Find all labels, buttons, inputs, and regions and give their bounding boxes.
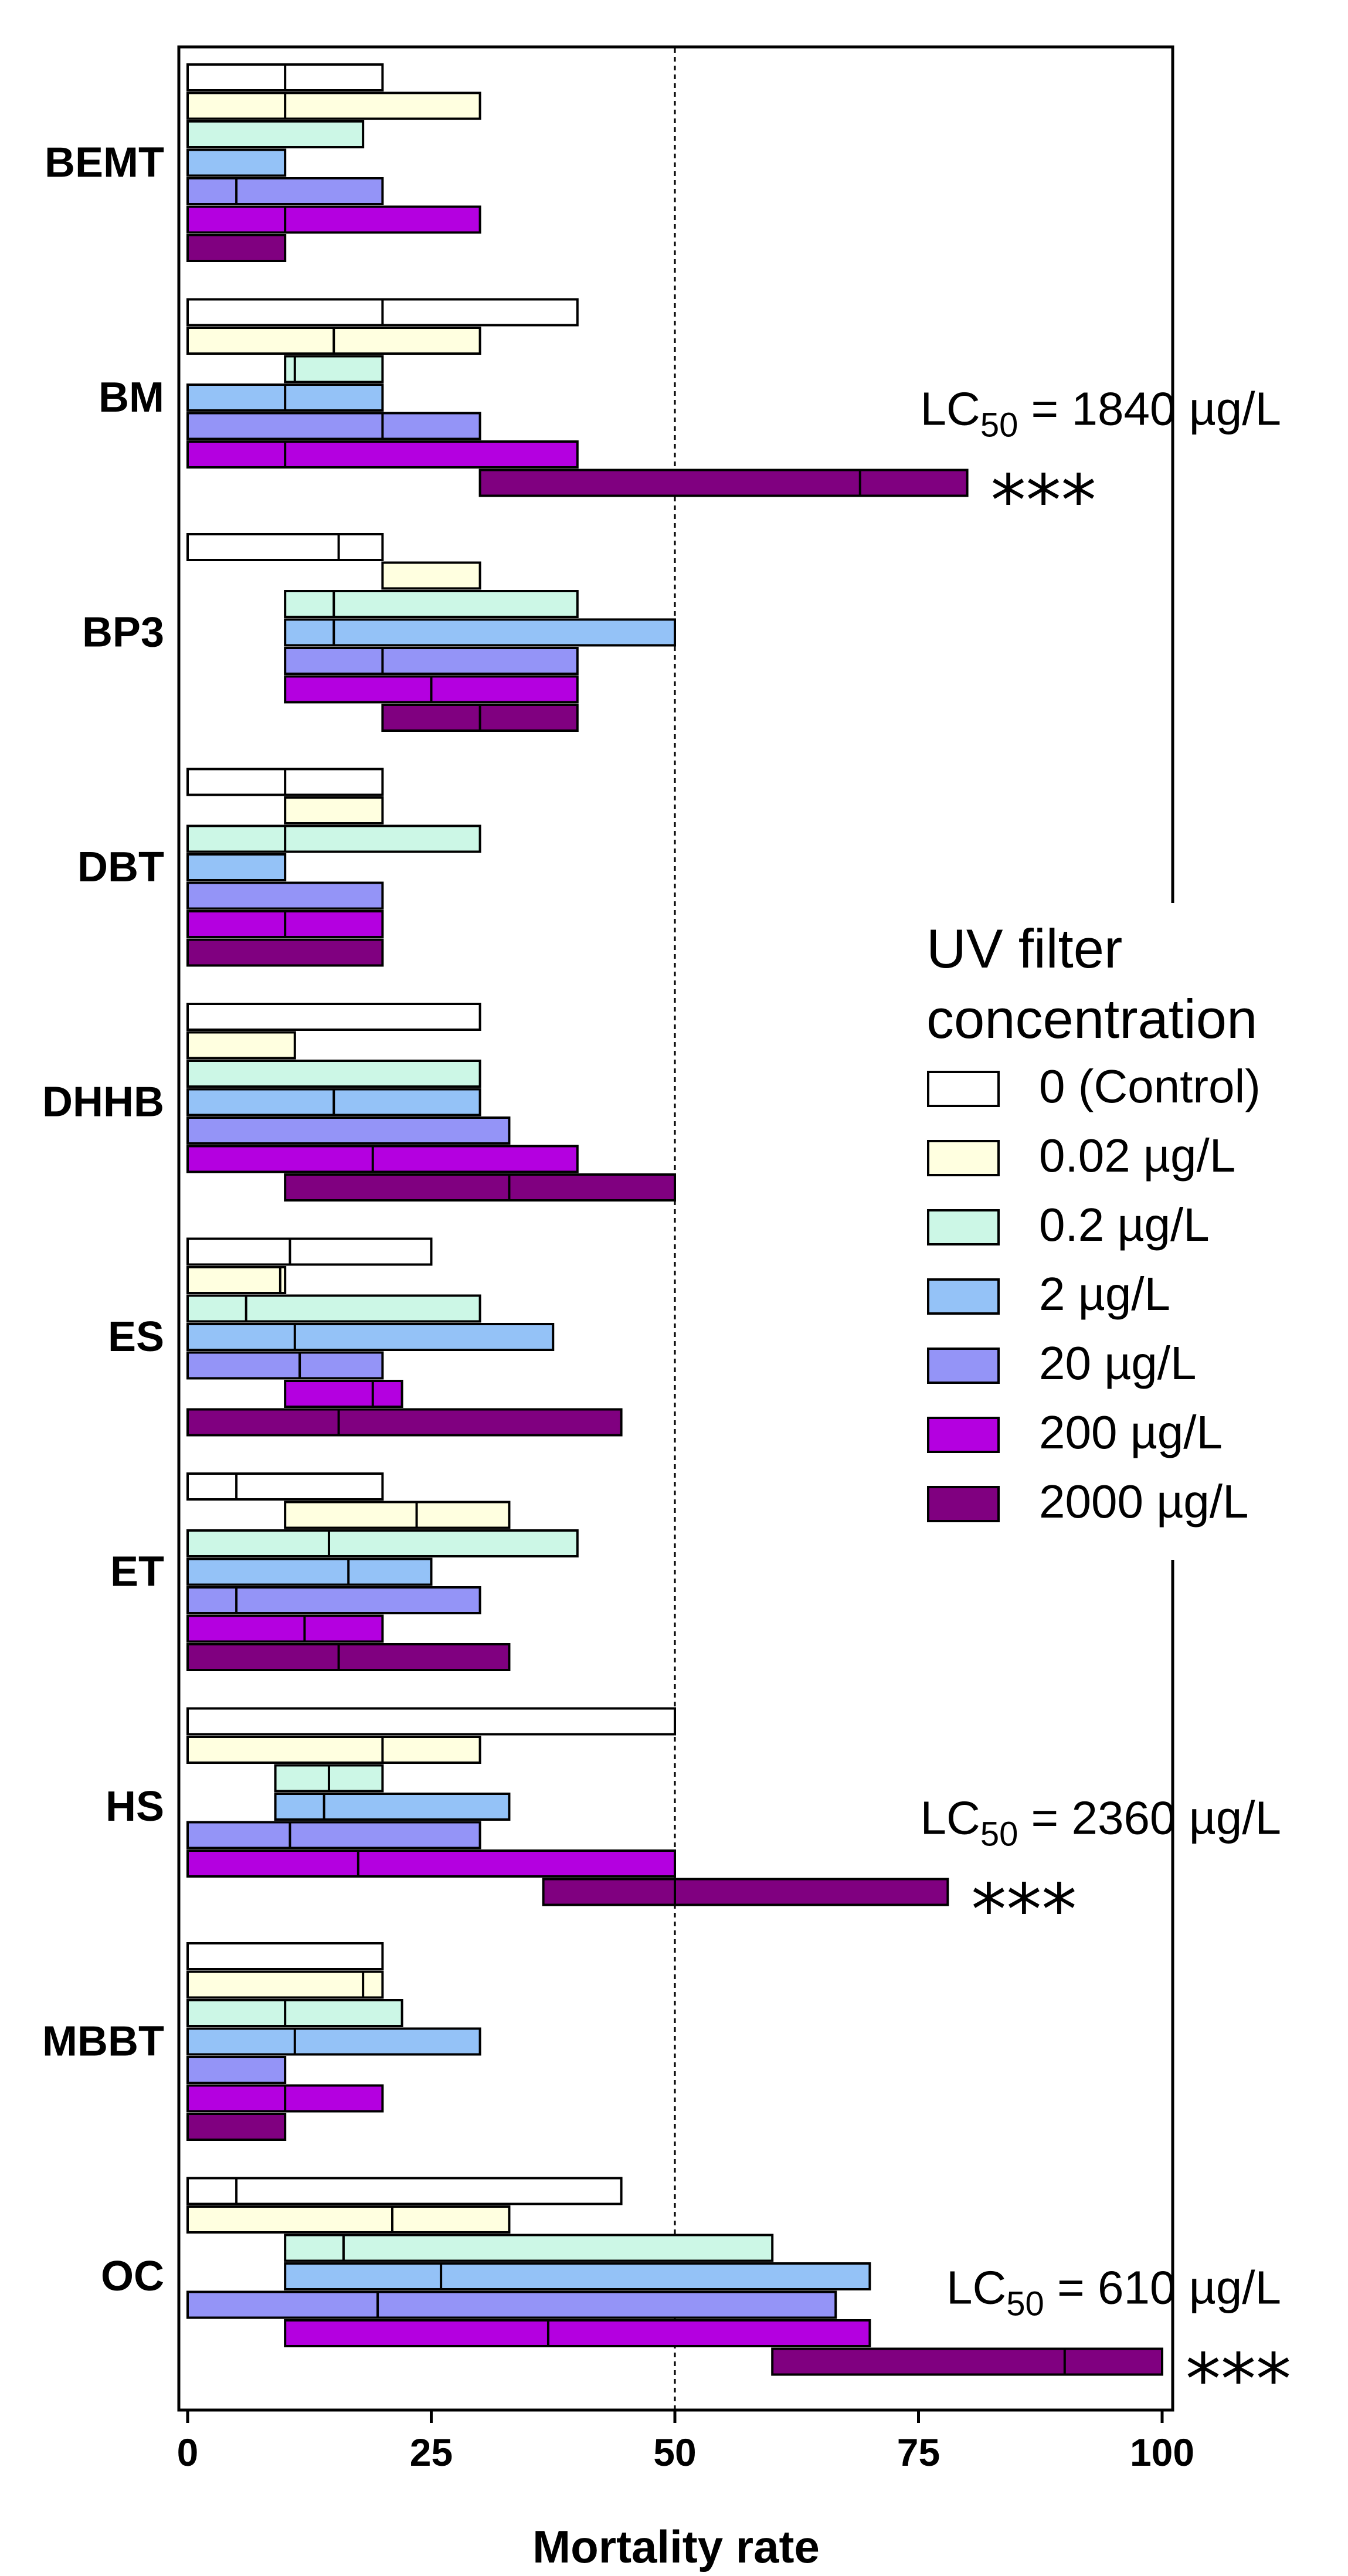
bar-es-0-control	[186, 1237, 433, 1266]
legend-swatch-20-g-l	[927, 1348, 1000, 1384]
bar-dhhb-200-g-l	[186, 1145, 579, 1173]
category-label-bemt: BEMT	[45, 140, 164, 186]
bar-bm-20-g-l	[186, 412, 481, 440]
legend-title-line2: concentration	[926, 988, 1257, 1050]
category-label-hs: HS	[106, 1783, 164, 1830]
bar-es-20-g-l	[186, 1351, 384, 1380]
bar-es-0-2-g-l	[186, 1294, 481, 1323]
category-label-oc: OC	[101, 2253, 164, 2300]
bar-et-0-2-g-l	[186, 1529, 579, 1557]
legend-label-0-02-g-l: 0.02 µg/L	[1039, 1129, 1235, 1182]
category-label-mbbt: MBBT	[42, 2018, 164, 2065]
bar-dbt-0-02-g-l	[284, 796, 384, 824]
x-tick-label-75: 75	[897, 2431, 940, 2474]
lc50-annotation-bm: LC50 = 1840 µg/L	[921, 383, 1281, 444]
legend-label-200-g-l: 200 µg/L	[1039, 1406, 1223, 1458]
bar-dbt-0-2-g-l	[186, 824, 481, 853]
bar-bemt-2000-g-l	[186, 234, 287, 262]
legend-label-0-control: 0 (Control)	[1039, 1060, 1261, 1112]
bar-mbbt-2000-g-l	[186, 2113, 287, 2141]
legend-label-20-g-l: 20 µg/L	[1039, 1337, 1197, 1389]
bar-bemt-0-2-g-l	[186, 120, 365, 148]
category-label-bp3: BP3	[82, 609, 164, 656]
bar-dhhb-0-control	[186, 1003, 481, 1031]
legend-swatch-2000-g-l	[927, 1486, 1000, 1522]
category-label-et: ET	[110, 1549, 164, 1596]
legend-title-line1: UV filter	[926, 918, 1122, 979]
bar-oc-2-g-l	[284, 2262, 871, 2290]
bar-bemt-20-g-l	[186, 177, 384, 205]
x-tick-label-100: 100	[1130, 2431, 1194, 2474]
bar-bp3-0-2-g-l	[284, 590, 579, 618]
bar-bemt-2-g-l	[186, 148, 287, 177]
bar-dbt-20-g-l	[186, 881, 384, 910]
legend: UV filter concentration 0 (Control) 0.02 …	[926, 918, 1261, 1528]
bar-hs-200-g-l	[186, 1849, 676, 1878]
category-label-dbt: DBT	[77, 844, 164, 891]
bar-et-20-g-l	[186, 1586, 481, 1614]
bar-es-2000-g-l	[186, 1408, 623, 1437]
category-label-es: ES	[108, 1314, 164, 1360]
bar-bemt-200-g-l	[186, 205, 481, 234]
significance-stars-bm: ***	[991, 461, 1096, 542]
legend-label-2000-g-l: 2000 µg/L	[1039, 1475, 1249, 1528]
bar-hs-20-g-l	[186, 1821, 481, 1849]
bar-dhhb-0-02-g-l	[186, 1031, 296, 1060]
legend-label-0-2-g-l: 0.2 µg/L	[1039, 1199, 1210, 1251]
x-axis-title: Mortality rate	[532, 2521, 820, 2572]
bar-mbbt-0-02-g-l	[186, 1970, 384, 1999]
bar-dbt-2000-g-l	[186, 938, 384, 967]
bar-oc-200-g-l	[284, 2319, 871, 2347]
bar-hs-2000-g-l	[542, 1878, 949, 1906]
bar-es-0-02-g-l	[186, 1266, 287, 1294]
lc50-annotation-oc: LC50 = 610 µg/L	[946, 2262, 1281, 2323]
bar-mbbt-0-2-g-l	[186, 1999, 403, 2027]
bar-bp3-2-g-l	[284, 618, 676, 647]
bar-es-2-g-l	[186, 1323, 555, 1351]
bar-bp3-0-02-g-l	[381, 561, 481, 590]
significance-stars-oc: ***	[1186, 2340, 1291, 2421]
bar-bp3-20-g-l	[284, 647, 579, 675]
x-tick-label-25: 25	[410, 2431, 453, 2474]
bar-et-2000-g-l	[186, 1643, 511, 1671]
legend-swatch-200-g-l	[927, 1417, 1000, 1453]
bar-hs-0-control	[186, 1707, 676, 1736]
lc50-annotation-hs: LC50 = 2360 µg/L	[921, 1792, 1281, 1854]
category-label-dhhb: DHHB	[42, 1079, 164, 1126]
legend-swatch-2-g-l	[927, 1278, 1000, 1315]
bar-bemt-0-02-g-l	[186, 91, 481, 120]
bar-hs-2-g-l	[274, 1793, 511, 1821]
x-tick-label-50: 50	[653, 2431, 696, 2474]
bar-et-0-02-g-l	[284, 1501, 511, 1529]
legend-swatch-0-control	[927, 1071, 1000, 1107]
bar-mbbt-20-g-l	[186, 2056, 287, 2084]
bar-oc-0-control	[186, 2177, 623, 2205]
legend-swatch-0-2-g-l	[927, 1209, 1000, 1245]
bar-es-200-g-l	[284, 1380, 403, 1408]
bar-dhhb-0-2-g-l	[186, 1060, 481, 1088]
bar-bp3-0-control	[186, 533, 384, 561]
bar-dbt-2-g-l	[186, 853, 287, 881]
bar-et-200-g-l	[186, 1614, 384, 1643]
bar-bm-0-2-g-l	[284, 355, 384, 383]
bar-dhhb-2000-g-l	[284, 1173, 676, 1202]
x-tick-label-0: 0	[177, 2431, 199, 2474]
category-label-bm: BM	[99, 374, 164, 421]
legend-label-2-g-l: 2 µg/L	[1039, 1268, 1170, 1320]
bar-oc-0-2-g-l	[284, 2234, 774, 2262]
bar-et-2-g-l	[186, 1557, 433, 1586]
bar-mbbt-2-g-l	[186, 2027, 481, 2056]
significance-stars-hs: ***	[971, 1870, 1077, 1951]
bar-et-0-control	[186, 1472, 384, 1501]
bar-hs-0-02-g-l	[186, 1736, 481, 1764]
bar-oc-0-02-g-l	[186, 2205, 511, 2234]
bar-bm-200-g-l	[186, 440, 579, 469]
bar-dhhb-20-g-l	[186, 1116, 511, 1145]
bar-bm-2000-g-l	[478, 469, 969, 497]
bar-oc-2000-g-l	[771, 2347, 1163, 2376]
bar-mbbt-0-control	[186, 1942, 384, 1970]
bar-oc-20-g-l	[186, 2290, 837, 2319]
legend-swatch-0-02-g-l	[927, 1140, 1000, 1176]
